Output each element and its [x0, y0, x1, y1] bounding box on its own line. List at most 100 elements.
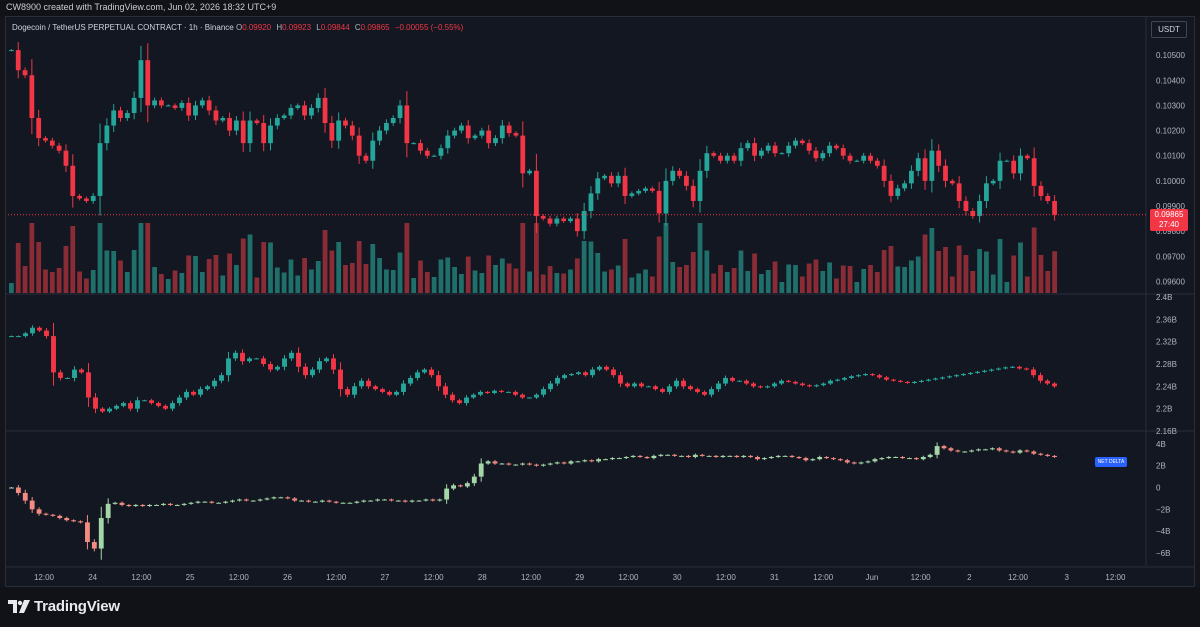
price-candle — [384, 123, 389, 131]
volume-bar — [343, 265, 348, 293]
symbol-title[interactable]: Dogecoin / TetherUS PERPETUAL CONTRACT ·… — [12, 23, 234, 32]
net-delta-candle — [209, 501, 215, 503]
volume-bar — [274, 267, 280, 293]
price-candle — [104, 125, 110, 144]
open-interest-candle — [198, 389, 203, 395]
volume-bar — [902, 267, 907, 293]
current-price-value: 0.09865 — [1154, 210, 1184, 219]
net-delta-candle — [1017, 450, 1023, 453]
volume-bar — [152, 267, 157, 293]
open-interest-candle — [121, 403, 126, 406]
open-interest-candle — [863, 374, 868, 376]
open-interest-candle — [919, 380, 924, 382]
price-candle — [343, 120, 348, 126]
tradingview-logo[interactable]: TradingView — [8, 598, 120, 615]
price-axis-label: 0.10300 — [1156, 101, 1185, 110]
net-delta-candle — [22, 492, 28, 501]
open-interest-candle — [849, 376, 854, 378]
price-candle — [97, 143, 103, 196]
price-candle — [881, 165, 887, 181]
oi-axis-label: 2.28B — [1156, 360, 1177, 369]
open-interest-candle — [954, 375, 959, 377]
volume-bar — [370, 244, 376, 293]
open-interest-candle — [555, 377, 560, 384]
open-interest-candle — [548, 383, 553, 390]
price-candle — [684, 175, 689, 186]
net-delta-candle — [202, 501, 208, 503]
open-interest-candle — [226, 358, 231, 376]
volume-bar — [472, 270, 478, 293]
volume-bar — [506, 263, 512, 293]
open-interest-candle — [485, 391, 490, 394]
net-delta-candle — [312, 501, 318, 503]
price-candle — [302, 105, 307, 116]
volume-bar — [581, 241, 587, 293]
price-candle — [288, 107, 294, 116]
price-candle — [329, 123, 335, 141]
price-axis-label: 0.09600 — [1156, 277, 1185, 286]
volume-bar — [220, 275, 226, 293]
volume-bar — [390, 270, 396, 293]
volume-bar — [936, 251, 942, 293]
price-candle — [724, 155, 730, 161]
open-interest-candle — [625, 383, 630, 387]
volume-bar — [315, 261, 321, 293]
net-delta-candle — [105, 503, 111, 519]
price-candle — [445, 135, 451, 149]
net-delta-candle — [692, 454, 698, 457]
price-candle — [247, 120, 253, 144]
net-delta-candle — [720, 455, 726, 457]
price-candle — [929, 150, 935, 181]
time-axis-label: 12:00 — [813, 573, 834, 582]
open-interest-candle — [296, 352, 301, 367]
volume-bar — [29, 223, 35, 293]
net-delta-candle — [513, 464, 519, 466]
net-delta-candle — [319, 500, 325, 502]
time-axis-label: 12:00 — [618, 573, 639, 582]
currency-button[interactable]: USDT — [1151, 21, 1187, 38]
net-delta-candle — [506, 463, 512, 465]
open-interest-candle — [828, 380, 833, 384]
price-axis-label: 0.10400 — [1156, 76, 1185, 85]
net-delta-candle — [464, 483, 470, 487]
price-candle — [370, 140, 376, 161]
time-axis-label: 2 — [967, 573, 972, 582]
net-delta-candle — [837, 459, 843, 461]
open-interest-candle — [324, 358, 329, 362]
volume-bar — [77, 271, 82, 293]
open-interest-candle — [660, 389, 665, 392]
price-candle — [765, 145, 771, 151]
price-candle — [840, 148, 846, 156]
volume-bar — [97, 223, 103, 293]
net-delta-candle — [430, 499, 436, 501]
open-interest-candle — [702, 391, 707, 395]
price-candle — [70, 165, 76, 196]
volume-bar — [227, 253, 232, 293]
price-candle — [397, 105, 403, 118]
price-candle — [138, 60, 144, 98]
net-delta-candle — [872, 459, 878, 462]
volume-bar — [779, 282, 785, 293]
volume-bar — [540, 274, 546, 293]
open-interest-candle — [23, 333, 28, 337]
chart-frame[interactable] — [5, 16, 1195, 587]
net-delta-candle — [941, 446, 947, 449]
volume-bar — [179, 273, 185, 293]
price-candle — [1038, 185, 1044, 196]
volume-bar — [711, 273, 717, 293]
open-interest-candle — [1052, 383, 1057, 387]
price-candle — [915, 158, 921, 171]
open-interest-candle — [422, 369, 427, 373]
net-delta-candle — [748, 455, 754, 457]
volume-bar — [199, 272, 205, 293]
price-candle — [806, 143, 812, 151]
volume-bar — [649, 276, 655, 293]
net-delta-candle — [499, 463, 505, 465]
price-candle — [295, 105, 301, 108]
price-candle — [827, 145, 832, 154]
open-interest-candle — [37, 327, 42, 331]
oi-axis-label: 2.24B — [1156, 382, 1177, 391]
open-interest-candle — [807, 385, 812, 387]
open-interest-candle — [856, 375, 861, 377]
